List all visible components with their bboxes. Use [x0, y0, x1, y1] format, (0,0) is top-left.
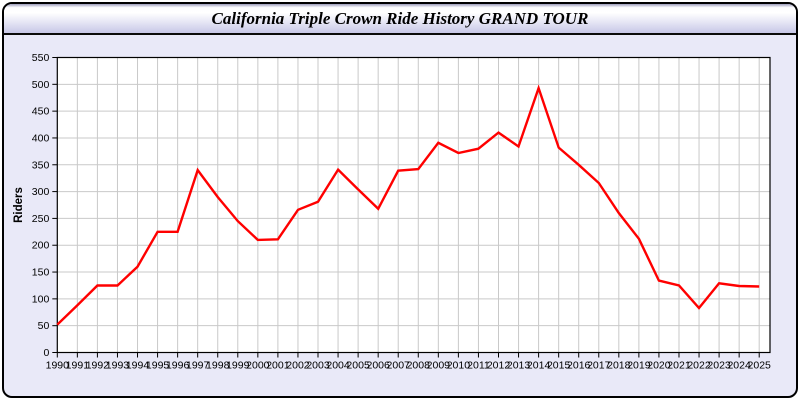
- svg-text:2016: 2016: [567, 360, 591, 372]
- svg-text:2022: 2022: [687, 360, 711, 372]
- gridlines: [57, 57, 770, 353]
- svg-text:1993: 1993: [106, 360, 130, 372]
- y-axis-labels: 0 50 100 150 200 250 300 350 400 450 500 550: [32, 52, 58, 359]
- chart-title: California Triple Crown Ride History GRA…: [211, 8, 589, 28]
- svg-text:2015: 2015: [547, 360, 571, 372]
- svg-text:2025: 2025: [748, 360, 772, 372]
- svg-text:300: 300: [32, 186, 50, 198]
- svg-text:1997: 1997: [186, 360, 210, 372]
- svg-text:1992: 1992: [86, 360, 110, 372]
- svg-text:2023: 2023: [707, 360, 731, 372]
- svg-text:2000: 2000: [246, 360, 270, 372]
- svg-text:250: 250: [32, 213, 50, 225]
- plot-area: [57, 57, 771, 353]
- svg-text:1998: 1998: [206, 360, 230, 372]
- svg-text:1995: 1995: [146, 360, 170, 372]
- svg-text:1996: 1996: [166, 360, 190, 372]
- svg-text:1994: 1994: [126, 360, 150, 372]
- svg-text:2021: 2021: [667, 360, 691, 372]
- svg-text:150: 150: [32, 267, 50, 279]
- svg-text:1999: 1999: [226, 360, 250, 372]
- svg-text:2004: 2004: [326, 360, 350, 372]
- svg-text:2014: 2014: [527, 360, 551, 372]
- svg-text:450: 450: [32, 106, 50, 118]
- svg-text:500: 500: [32, 79, 50, 91]
- svg-text:200: 200: [32, 240, 50, 252]
- svg-text:400: 400: [32, 132, 50, 144]
- svg-text:0: 0: [43, 347, 49, 359]
- svg-text:2006: 2006: [366, 360, 390, 372]
- x-axis-labels: 1990199119921993199419951996199719981999…: [46, 352, 772, 372]
- svg-text:2012: 2012: [487, 360, 511, 372]
- svg-text:1990: 1990: [46, 360, 70, 372]
- y-axis-title: Riders: [13, 187, 25, 223]
- svg-text:1991: 1991: [66, 360, 90, 372]
- svg-text:2024: 2024: [727, 360, 751, 372]
- svg-text:2002: 2002: [286, 360, 310, 372]
- svg-text:2011: 2011: [467, 360, 490, 372]
- svg-text:2009: 2009: [427, 360, 451, 372]
- plot-border: [56, 56, 771, 354]
- svg-text:2008: 2008: [407, 360, 431, 372]
- svg-text:2017: 2017: [587, 360, 611, 372]
- svg-text:2001: 2001: [266, 360, 290, 372]
- title-bar: California Triple Crown Ride History GRA…: [4, 4, 796, 35]
- svg-text:2018: 2018: [607, 360, 631, 372]
- svg-text:100: 100: [32, 293, 50, 305]
- series-line-riders: [56, 84, 760, 326]
- svg-text:2010: 2010: [447, 360, 471, 372]
- svg-text:550: 550: [32, 52, 50, 64]
- svg-text:2020: 2020: [647, 360, 671, 372]
- svg-text:2007: 2007: [387, 360, 411, 372]
- svg-text:2005: 2005: [346, 360, 370, 372]
- svg-text:2013: 2013: [507, 360, 531, 372]
- svg-text:350: 350: [32, 159, 50, 171]
- svg-text:50: 50: [38, 320, 50, 332]
- svg-text:2003: 2003: [306, 360, 330, 372]
- svg-text:2019: 2019: [627, 360, 651, 372]
